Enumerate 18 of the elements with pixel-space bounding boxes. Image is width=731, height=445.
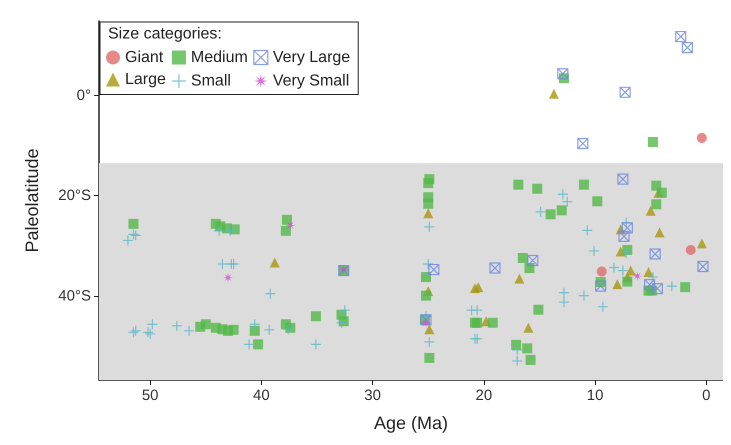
x-tick-label: 10	[586, 387, 604, 404]
x-tick-label: 50	[142, 387, 159, 404]
legend-label: Small	[190, 72, 231, 90]
legend-label: Very Large	[272, 49, 350, 66]
legend-label: Large	[125, 71, 166, 88]
x-tick-label: 30	[364, 387, 381, 404]
legend-label: Giant	[125, 49, 164, 66]
x-tick-label: 0	[702, 387, 710, 404]
x-axis-title: Age (Ma)	[374, 413, 448, 433]
legend-label: Medium	[190, 49, 248, 66]
y-axis-title: Paleolatitude	[22, 148, 42, 253]
x-tick-label: 40	[253, 387, 270, 404]
y-tick-label: 0°	[76, 86, 91, 104]
x-tick-label: 20	[476, 387, 492, 404]
legend-title: Size categories:	[108, 26, 222, 42]
y-tick-label: 20°S	[58, 187, 91, 204]
y-tick-label: 40°S	[58, 288, 91, 305]
legend-label: Very Small	[272, 72, 350, 90]
